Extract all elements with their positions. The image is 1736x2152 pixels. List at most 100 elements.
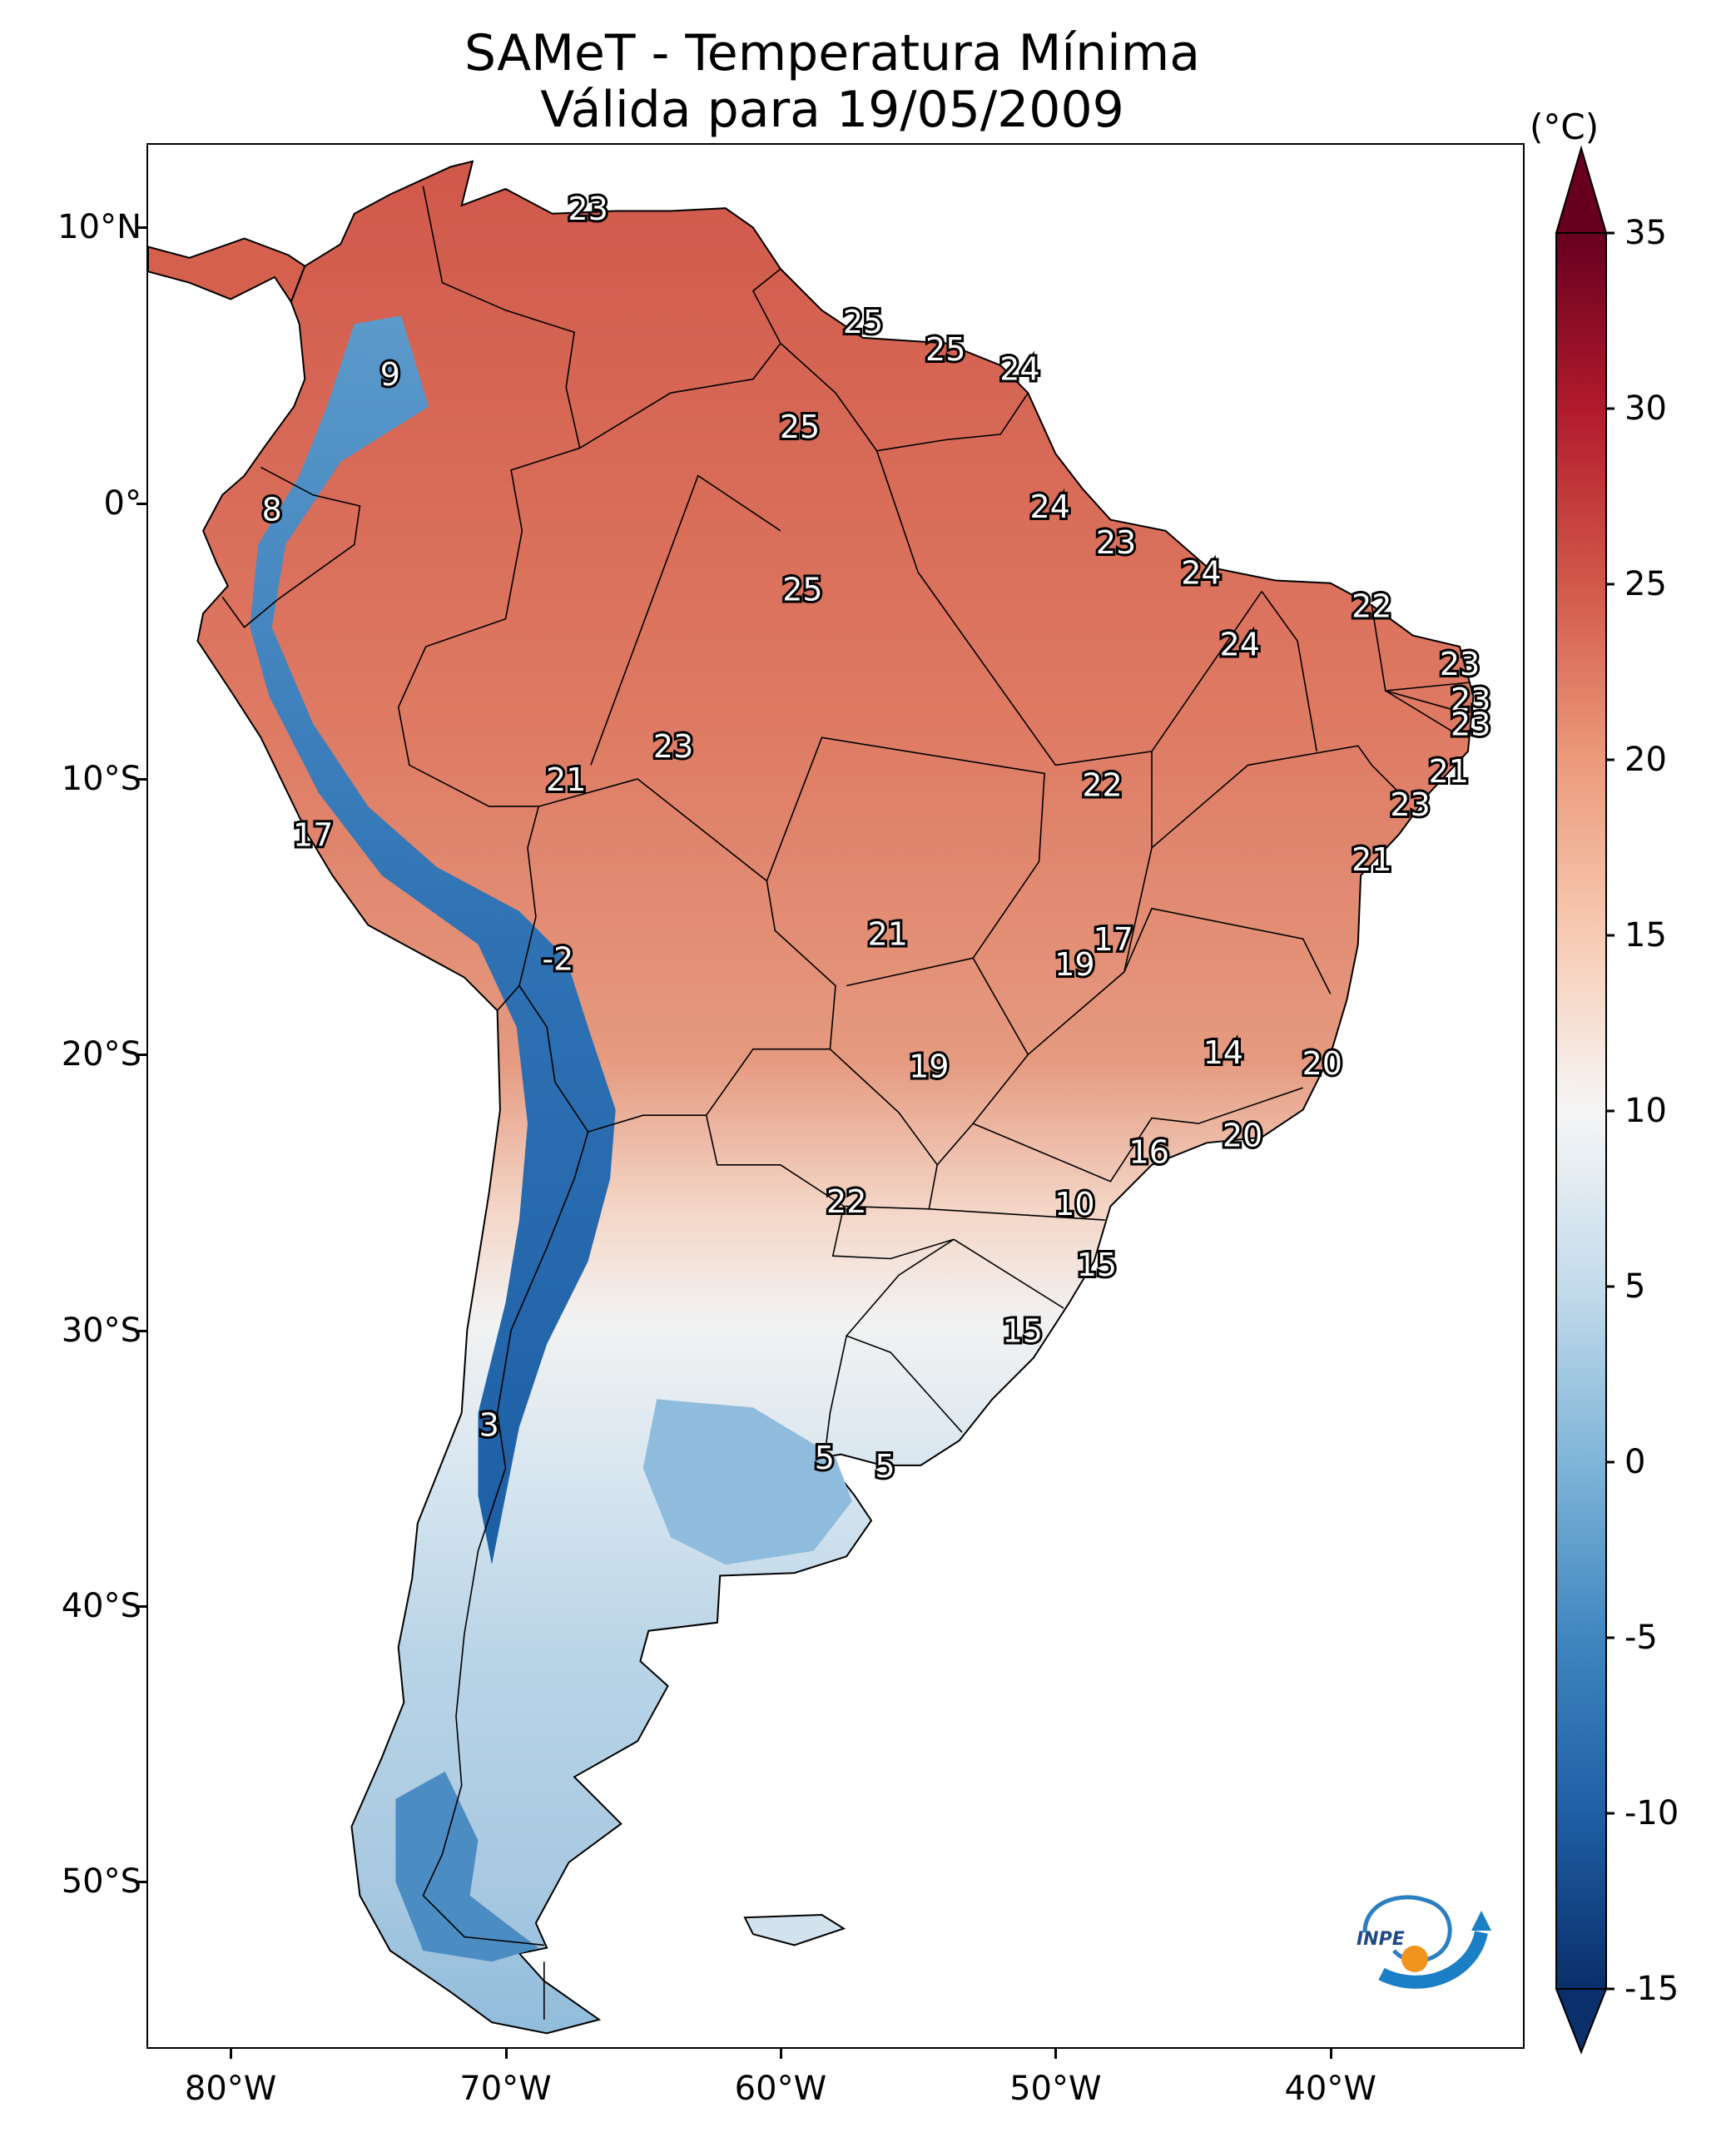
pampa-cold-area: [642, 1399, 852, 1565]
longitude-tick-mark: [230, 2049, 233, 2059]
border-line: [1385, 690, 1455, 711]
border-line: [831, 1206, 963, 1433]
longitude-tick-mark: [779, 2049, 782, 2059]
value-label: 23: [1451, 682, 1490, 718]
longitude-tick-label: 50°W: [1009, 2070, 1102, 2108]
colorbar-tick-label: 15: [1624, 916, 1667, 955]
value-label: 14: [1203, 1034, 1243, 1071]
colorbar-extend-top: [1555, 145, 1608, 234]
border-line: [397, 618, 540, 1011]
border-line: [221, 466, 361, 628]
colorbar-tick-label: -15: [1624, 1970, 1679, 2008]
value-label: 20: [1223, 1117, 1262, 1153]
longitude-tick-label: 60°W: [734, 2070, 827, 2108]
longitude-tick-label: 70°W: [459, 2070, 552, 2108]
latitude-tick-label: 50°S: [61, 1862, 141, 1902]
value-label: 21: [1352, 841, 1391, 878]
value-label: 21: [868, 916, 908, 953]
value-label: 25: [843, 304, 883, 340]
value-label: 20: [1302, 1045, 1342, 1082]
colorbar-tick-label: 35: [1624, 214, 1667, 252]
value-label: 19: [1054, 946, 1094, 983]
central-america-landmass: [148, 237, 306, 304]
latitude-tick-mark: [136, 1881, 146, 1884]
value-label: 25: [782, 571, 822, 607]
latitude-tick-mark: [136, 1329, 146, 1332]
colorbar-tick-label: 30: [1624, 389, 1667, 428]
chart-title-line2: Válida para 19/05/2009: [540, 81, 1124, 139]
value-label: 23: [568, 191, 608, 227]
colorbar-tick-label: 10: [1624, 1092, 1667, 1130]
patagonia-cold-area: [395, 1771, 539, 1962]
latitude-tick-label: 30°S: [61, 1311, 141, 1350]
value-label: 21: [546, 761, 586, 798]
border-line: [824, 1336, 847, 1458]
map-frame: 23 25 25 24 25 9 8 24 23 24 22 25 24 23 23 23 23 21 21 22 23…: [146, 143, 1525, 2049]
inpe-logo-text: INPE: [1357, 1929, 1405, 1950]
colorbar-body: [1555, 232, 1607, 1990]
land-layer: [148, 160, 1475, 2035]
colorbar-tick-label: 5: [1624, 1267, 1646, 1306]
border-line: [579, 268, 781, 449]
border-line: [1151, 745, 1400, 849]
border-line: [1261, 591, 1317, 752]
colorbar: [1555, 145, 1614, 2055]
border-line: [953, 1238, 1064, 1309]
border-line: [705, 1049, 939, 1210]
border-line: [422, 186, 581, 619]
longitude-tick-mark: [1329, 2049, 1332, 2059]
latitude-tick-mark: [136, 1054, 146, 1057]
latitude-tick-mark: [136, 1604, 146, 1608]
value-label: 8: [262, 491, 282, 528]
longitude-tick-label: 40°W: [1284, 2070, 1376, 2108]
border-line: [1385, 690, 1463, 738]
colorbar-unit: (°C): [1530, 107, 1600, 147]
value-label: 19: [909, 1049, 949, 1085]
latitude-tick-mark: [136, 226, 146, 230]
border-line: [875, 450, 1262, 766]
value-label: 10: [1054, 1186, 1094, 1222]
value-label: 24: [1220, 627, 1260, 663]
border-line: [846, 957, 974, 987]
value-label: 9: [380, 356, 400, 393]
latitude-tick-mark: [136, 778, 146, 781]
value-label: 25: [780, 409, 820, 445]
value-label: 5: [875, 1448, 895, 1485]
falkland-islands: [743, 1913, 846, 1946]
value-label: 17: [1094, 921, 1133, 958]
value-label: 24: [999, 350, 1039, 387]
value-label: 24: [1030, 488, 1070, 525]
value-label: 25: [925, 331, 965, 368]
andes-cold-area: [250, 315, 616, 1565]
value-label: 5: [815, 1440, 835, 1476]
border-line: [422, 1131, 589, 1946]
value-label: 24: [1181, 555, 1221, 592]
value-label: 15: [1003, 1313, 1043, 1350]
colorbar-tick-label: 20: [1624, 741, 1667, 779]
longitude-tick-mark: [504, 2049, 508, 2059]
border-line: [590, 474, 781, 766]
longitude-tick-label: 80°W: [184, 2070, 277, 2108]
latitude-tick-label: 10°N: [57, 208, 141, 247]
value-label: 23: [1451, 707, 1490, 743]
chart-title-line1: SAMeT - Temperatura Mínima: [464, 24, 1201, 82]
value-label: 23: [1096, 524, 1136, 561]
border-line: [972, 1087, 1303, 1183]
value-label: -2: [542, 940, 573, 977]
colorbar-extend-bottom: [1555, 1988, 1608, 2055]
value-label: 15: [1077, 1247, 1117, 1283]
value-label: 23: [1390, 786, 1430, 823]
value-label: 3: [479, 1406, 499, 1443]
colorbar-tick-label: 25: [1624, 565, 1667, 603]
longitude-tick-mark: [1054, 2049, 1058, 2059]
colorbar-tick-label: 0: [1624, 1443, 1646, 1481]
latitude-tick-label: 20°S: [61, 1035, 141, 1074]
border-line: [936, 1054, 1029, 1166]
value-label: 21: [1429, 753, 1469, 790]
latitude-tick-mark: [136, 502, 146, 505]
south-america-landmass: [196, 160, 1475, 2035]
border-line: [1123, 907, 1332, 994]
value-label: 23: [1440, 646, 1480, 682]
latitude-tick-label: 40°S: [61, 1586, 141, 1625]
